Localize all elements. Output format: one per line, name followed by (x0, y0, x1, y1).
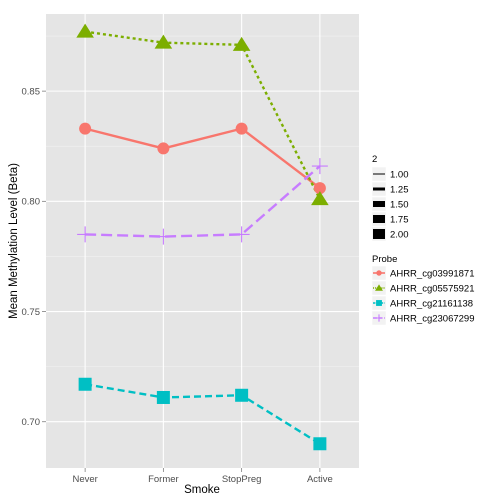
x-tick-label: Former (148, 474, 179, 485)
series-line-3 (85, 165, 321, 238)
size-legend-label: 2.00 (390, 229, 409, 240)
color-legend-marker (375, 314, 383, 322)
color-legend-label: AHRR_cg05575921 (390, 283, 475, 294)
x-tick-label: Never (72, 474, 97, 485)
legend: 2 1.00 1.25 1.50 1.75 2.00 Probe AHRR_cg0399187… (371, 154, 475, 326)
color-legend-label: AHRR_cg21161138 (390, 298, 473, 309)
data-point-3-0 (77, 226, 94, 243)
color-legend-marker (376, 300, 382, 306)
y-tick-label: 0.80 (22, 197, 41, 208)
x-axis: Never Former StopPreg Active (72, 468, 333, 485)
color-legend-label: AHRR_cg23067299 (390, 313, 475, 324)
y-tick-label: 0.75 (22, 307, 41, 318)
y-axis: 0.70 0.75 0.80 0.85 (22, 86, 46, 428)
x-tick-label: Active (307, 474, 333, 485)
y-tick-label: 0.85 (22, 86, 41, 97)
data-point-2-3 (313, 437, 327, 451)
series-layer (76, 23, 329, 451)
size-legend-label: 1.75 (390, 214, 409, 225)
y-tick-label: 0.70 (22, 417, 41, 428)
size-legend-label: 1.50 (390, 199, 409, 210)
data-point-2-2 (235, 388, 249, 402)
x-axis-title: Smoke (184, 484, 220, 496)
data-point-3-3 (311, 158, 328, 175)
color-legend-title: Probe (372, 254, 397, 265)
data-point-2-0 (78, 377, 92, 391)
data-point-2-1 (156, 390, 170, 404)
y-axis-title: Mean Methylation Level (Beta) (8, 163, 20, 319)
data-point-1-2 (232, 36, 251, 51)
size-legend-label: 1.25 (390, 184, 409, 195)
color-legend-marker (376, 270, 382, 276)
data-point-0-3 (313, 182, 326, 195)
plot-panel (46, 14, 359, 468)
series-line-2 (84, 383, 321, 445)
minor-gridlines (46, 35, 359, 367)
data-point-1-3 (311, 191, 329, 206)
data-point-3-2 (233, 226, 250, 243)
color-legend-label: AHRR_cg03991871 (390, 268, 475, 279)
series-line-0 (84, 127, 321, 190)
data-point-1-1 (154, 34, 173, 49)
size-legend-title: 2 (372, 154, 377, 165)
size-legend-label: 1.00 (390, 169, 409, 180)
x-tick-label: StopPreg (222, 474, 262, 485)
data-point-0-0 (79, 122, 92, 135)
color-legend-marker (375, 284, 383, 291)
data-point-1-0 (76, 23, 94, 38)
data-point-0-1 (157, 142, 170, 155)
data-point-0-2 (235, 122, 248, 135)
data-point-3-1 (155, 228, 172, 245)
